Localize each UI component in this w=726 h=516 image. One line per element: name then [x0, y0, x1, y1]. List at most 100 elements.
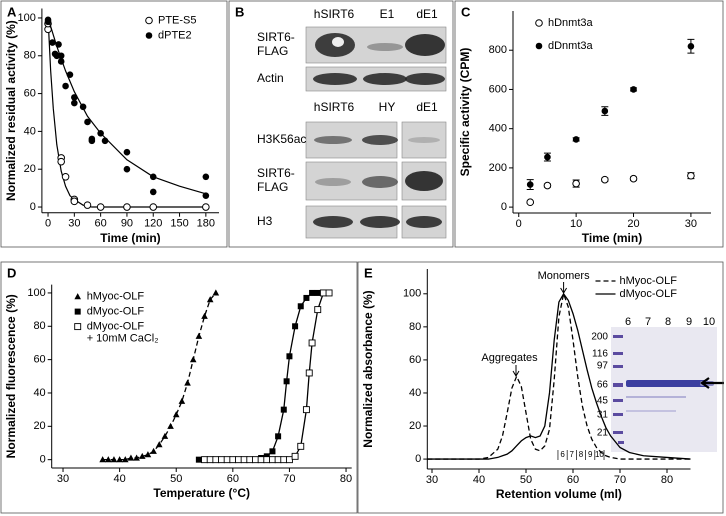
point — [263, 456, 271, 464]
y-tick-label: 600 — [489, 83, 507, 95]
point — [305, 369, 313, 377]
y-axis-label: Specific activity (CPM) — [458, 48, 472, 177]
point — [269, 456, 276, 464]
column-label: E1 — [380, 7, 395, 21]
y-tick-label: 60 — [33, 354, 45, 366]
fraction-label: 9 — [588, 450, 593, 459]
y-tick-label: 60 — [409, 354, 421, 366]
gel-arrow — [700, 377, 724, 389]
y-tick-label: 400 — [489, 123, 507, 135]
ladder-band — [613, 335, 623, 338]
point — [178, 397, 186, 404]
inset-marker-label: 45 — [597, 396, 609, 407]
point — [57, 58, 65, 65]
point — [319, 289, 327, 297]
legend-label: hMyoc-OLF — [620, 275, 678, 287]
point — [201, 456, 208, 464]
point — [223, 456, 231, 464]
panel-letter: D — [7, 265, 16, 280]
ladder-band — [613, 383, 623, 387]
point — [79, 103, 87, 111]
blot-band — [363, 73, 407, 85]
panel-border — [357, 261, 724, 514]
panel-border — [228, 0, 454, 248]
fraction-label: 8 — [579, 450, 584, 459]
annotation-arrow — [560, 282, 568, 294]
column-label: HY — [379, 100, 396, 114]
y-axis-label: Normalized fluorescence (%) — [4, 294, 18, 458]
row-label: Actin — [257, 71, 284, 85]
point — [71, 94, 78, 101]
point — [61, 172, 70, 181]
point — [96, 203, 105, 211]
point — [280, 456, 288, 464]
point — [149, 188, 157, 196]
x-tick-label: 90 — [121, 218, 133, 230]
point — [526, 181, 534, 188]
column-label: hSIRT6 — [314, 100, 355, 114]
legend-marker — [74, 293, 81, 300]
point — [149, 173, 157, 181]
y-tick-label: 60 — [24, 87, 36, 99]
point — [297, 303, 304, 310]
point — [133, 454, 140, 461]
point — [283, 378, 290, 385]
series-line — [102, 292, 217, 461]
legend-marker — [535, 19, 543, 27]
point — [66, 71, 74, 78]
point — [116, 456, 123, 463]
panel-letter: A — [7, 4, 17, 19]
legend-label: dPTE2 — [158, 29, 192, 41]
x-tick-label: 30 — [426, 474, 438, 486]
y-tick-label: 100 — [18, 12, 36, 24]
inset-marker-label: 31 — [597, 410, 609, 421]
y-tick-label: 0 — [415, 453, 421, 465]
ladder-band — [613, 431, 623, 434]
series-line — [427, 291, 691, 460]
point — [314, 306, 322, 314]
y-tick-label: 0 — [40, 454, 46, 466]
gel — [611, 327, 717, 452]
legend-label: dMyoc-OLF — [620, 288, 678, 300]
y-tick-label: 40 — [33, 387, 45, 399]
row-label: FLAG — [257, 180, 288, 194]
y-axis-label: Normalized residual activity (%) — [4, 20, 18, 201]
y-tick-label: 20 — [24, 163, 36, 175]
point — [172, 411, 180, 418]
legend-marker — [145, 32, 153, 39]
x-axis-label: Time (min) — [582, 231, 642, 245]
fraction-label: 10 — [595, 450, 604, 459]
point — [544, 153, 551, 161]
point — [55, 41, 62, 48]
column-label: dE1 — [416, 100, 438, 114]
y-tick-label: 40 — [409, 387, 421, 399]
point — [71, 99, 78, 107]
row-label: H3 — [257, 214, 273, 228]
legend-marker — [145, 16, 153, 25]
inset-marker-label: 97 — [597, 361, 609, 372]
point — [101, 137, 109, 145]
point — [291, 452, 299, 460]
x-tick-label: 40 — [113, 473, 125, 485]
column-label: hSIRT6 — [314, 7, 355, 21]
x-tick-label: 70 — [283, 473, 295, 485]
point — [44, 18, 52, 26]
point — [195, 456, 202, 463]
blot-band — [362, 135, 398, 145]
ladder-band — [618, 441, 624, 444]
annotation: Monomers — [538, 270, 590, 282]
point — [97, 129, 104, 137]
column-label: dE1 — [416, 7, 438, 21]
blot-band — [313, 73, 357, 85]
point — [88, 137, 96, 145]
x-tick-label: 80 — [340, 473, 352, 485]
panel-border — [0, 0, 228, 248]
x-tick-label: 180 — [197, 218, 215, 230]
blot-band — [313, 216, 353, 228]
x-tick-label: 70 — [614, 474, 626, 486]
legend-marker — [74, 308, 81, 315]
point — [127, 454, 135, 461]
blot-band — [408, 137, 440, 143]
blot-band — [405, 171, 443, 191]
